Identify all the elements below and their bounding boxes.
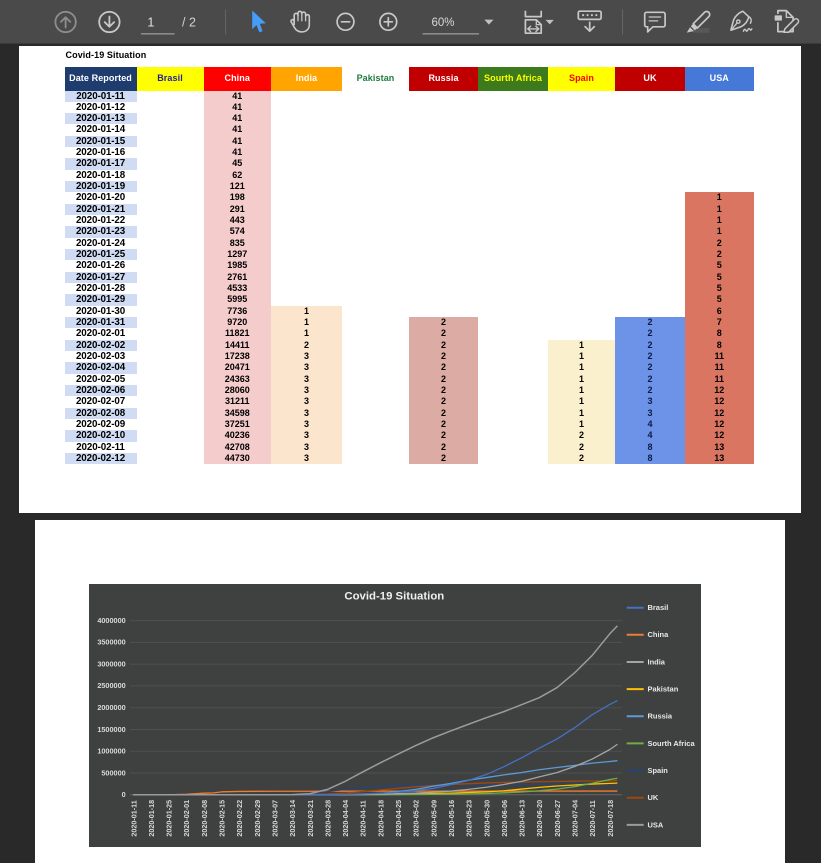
svg-text:2020-03-21: 2020-03-21 — [306, 800, 315, 837]
svg-text:2020-06-06: 2020-06-06 — [500, 800, 509, 837]
svg-text:2020-06-20: 2020-06-20 — [535, 800, 544, 837]
svg-text:2020-02-15: 2020-02-15 — [218, 800, 227, 837]
svg-text:2020-02-22: 2020-02-22 — [235, 800, 244, 837]
svg-text:2020-06-13: 2020-06-13 — [518, 800, 527, 837]
svg-text:Spain: Spain — [648, 766, 669, 775]
svg-text:/ 2: / 2 — [182, 16, 196, 30]
svg-text:2020-01-11: 2020-01-11 — [130, 800, 139, 836]
svg-text:2020-04-11: 2020-04-11 — [359, 800, 368, 836]
svg-text:2020-02-08: 2020-02-08 — [200, 800, 209, 837]
svg-text:0: 0 — [122, 790, 126, 799]
svg-text:2000000: 2000000 — [98, 703, 126, 712]
svg-text:UK: UK — [648, 793, 659, 802]
svg-text:China: China — [648, 630, 670, 639]
svg-text:2020-02-29: 2020-02-29 — [253, 800, 262, 837]
svg-text:2020-03-28: 2020-03-28 — [324, 800, 333, 837]
svg-text:2020-04-18: 2020-04-18 — [377, 800, 386, 837]
svg-text:1: 1 — [147, 16, 154, 30]
svg-text:1500000: 1500000 — [98, 725, 126, 734]
svg-text:2020-05-16: 2020-05-16 — [447, 800, 456, 837]
svg-text:2020-01-25: 2020-01-25 — [165, 800, 174, 837]
svg-text:2020-07-11: 2020-07-11 — [588, 800, 597, 836]
svg-text:India: India — [648, 657, 666, 666]
svg-text:Brasil: Brasil — [648, 603, 669, 612]
svg-text:60%: 60% — [431, 17, 454, 29]
svg-text:2020-04-25: 2020-04-25 — [394, 800, 403, 837]
svg-text:2020-02-01: 2020-02-01 — [182, 800, 191, 837]
svg-text:2020-05-02: 2020-05-02 — [412, 800, 421, 837]
svg-text:2020-05-23: 2020-05-23 — [465, 800, 474, 837]
svg-text:2020-07-04: 2020-07-04 — [571, 800, 580, 837]
svg-text:1000000: 1000000 — [98, 746, 126, 755]
svg-text:2020-04-04: 2020-04-04 — [341, 800, 350, 837]
svg-text:2020-03-14: 2020-03-14 — [288, 800, 297, 837]
svg-text:2020-05-30: 2020-05-30 — [483, 800, 492, 837]
svg-text:2020-07-18: 2020-07-18 — [606, 800, 615, 837]
svg-text:3500000: 3500000 — [98, 637, 126, 646]
svg-text:2020-01-18: 2020-01-18 — [147, 800, 156, 837]
svg-text:500000: 500000 — [102, 768, 126, 777]
svg-text:3000000: 3000000 — [98, 659, 126, 668]
svg-text:2020-06-27: 2020-06-27 — [553, 800, 562, 837]
svg-text:2020-03-07: 2020-03-07 — [271, 800, 280, 837]
svg-text:2020-05-09: 2020-05-09 — [430, 800, 439, 837]
svg-text:Covid-19 Situation: Covid-19 Situation — [345, 590, 445, 602]
svg-text:Sourth Africa: Sourth Africa — [648, 739, 696, 748]
svg-text:2500000: 2500000 — [98, 681, 126, 690]
svg-text:Pakistan: Pakistan — [648, 684, 679, 693]
svg-text:Russia: Russia — [648, 711, 673, 720]
svg-text:USA: USA — [648, 820, 664, 829]
svg-text:4000000: 4000000 — [98, 616, 126, 625]
